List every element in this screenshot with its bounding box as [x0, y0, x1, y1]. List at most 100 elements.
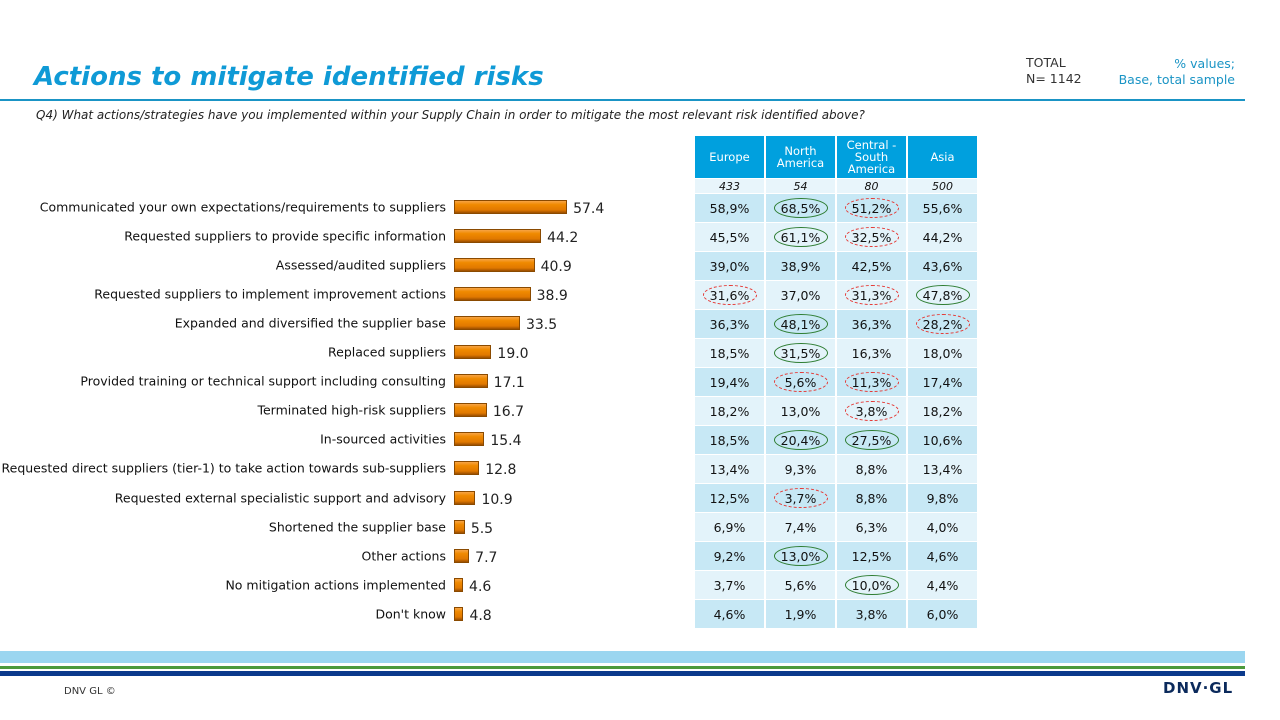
total-label: TOTAL: [1026, 55, 1066, 70]
significantly-higher-ellipse: [773, 546, 828, 566]
category-label: Communicated your own expectations/requi…: [39, 199, 446, 215]
data-label: 4.6: [469, 578, 492, 595]
cell-value: 13,4%: [922, 461, 963, 477]
table-row: 13,4% 9,3% 8,8% 13,4%: [695, 455, 977, 483]
table-cell: 42,5%: [837, 252, 906, 280]
cell-value: 18,0%: [922, 345, 963, 361]
table-cell: 6,9%: [695, 513, 764, 541]
table-cell: 9,2%: [695, 542, 764, 570]
bar: [454, 403, 487, 418]
data-label: 33.5: [525, 317, 558, 334]
category-label: Provided training or technical support i…: [80, 373, 446, 389]
table-row: 19,4% 5,6% 11,3% 17,4%: [695, 368, 977, 396]
base-n: 54: [766, 179, 835, 193]
table-row: 18,2% 13,0% 3,8% 18,2%: [695, 397, 977, 425]
category-label: Replaced suppliers: [328, 344, 446, 360]
cell-value: 8,8%: [855, 461, 888, 477]
cell-value: 6,0%: [926, 606, 959, 622]
table-row: 6,9% 7,4% 6,3% 4,0%: [695, 513, 977, 541]
cell-value: 37,0%: [780, 287, 821, 303]
table-cell: 45,5%: [695, 223, 764, 251]
cell-value: 8,8%: [855, 490, 888, 506]
cell-value: 58,9%: [709, 200, 750, 216]
data-label: 17.1: [493, 375, 525, 392]
cell-value: 19,4%: [709, 374, 750, 390]
category-label: Terminated high-risk suppliers: [257, 402, 446, 418]
data-label: 44.2: [547, 230, 579, 247]
base-n: 433: [695, 179, 764, 193]
cell-value: 12,5%: [709, 490, 750, 506]
footer-band-light: [0, 651, 1245, 663]
total-n: N= 1142: [1026, 71, 1082, 86]
table-cell: 4,0%: [908, 513, 977, 541]
table-cell: 4,6%: [695, 600, 764, 628]
significantly-higher-ellipse: [773, 343, 828, 363]
cell-value: 18,2%: [922, 403, 963, 419]
table-cell: 8,8%: [837, 484, 906, 512]
column-header: Asia: [908, 136, 977, 178]
table-cell: 32,5%: [837, 223, 906, 251]
data-label: 57.4: [573, 201, 605, 217]
cell-value: 5,6%: [784, 577, 817, 593]
table-cell: 61,1%: [766, 223, 835, 251]
table-cell: 9,3%: [766, 455, 835, 483]
page-title: Actions to mitigate identified risks: [34, 62, 544, 92]
bar: [454, 519, 465, 534]
cell-value: 7,4%: [784, 519, 817, 535]
significantly-higher-ellipse: [915, 285, 970, 305]
table-cell: 18,5%: [695, 339, 764, 367]
table-cell: 44,2%: [908, 223, 977, 251]
table-cell: 7,4%: [766, 513, 835, 541]
table-cell: 9,8%: [908, 484, 977, 512]
significantly-lower-ellipse: [773, 372, 828, 392]
table-row: 12,5% 3,7% 8,8% 9,8%: [695, 484, 977, 512]
significantly-lower-ellipse: [915, 314, 970, 334]
table-row: 4,6% 1,9% 3,8% 6,0%: [695, 600, 977, 628]
significantly-lower-ellipse: [844, 372, 899, 392]
bar: [454, 287, 531, 302]
cell-value: 9,8%: [926, 490, 959, 506]
bar: [454, 374, 488, 389]
bar: [454, 316, 520, 331]
cell-value: 4,6%: [713, 606, 746, 622]
table-cell: 1,9%: [766, 600, 835, 628]
table-row: 36,3% 48,1% 36,3% 28,2%: [695, 310, 977, 338]
table-row: 45,5% 61,1% 32,5% 44,2%: [695, 223, 977, 251]
table-cell: 5,6%: [766, 368, 835, 396]
table-cell: 6,0%: [908, 600, 977, 628]
data-label: 40.9: [540, 259, 572, 276]
table-row: 18,5% 31,5% 16,3% 18,0%: [695, 339, 977, 367]
table-cell: 16,3%: [837, 339, 906, 367]
bar: [454, 345, 492, 360]
copyright: DNV GL ©: [64, 686, 116, 697]
significantly-higher-ellipse: [773, 198, 828, 218]
table-cell: 58,9%: [695, 194, 764, 222]
category-label: Other actions: [361, 548, 446, 564]
data-label: 4.8: [469, 607, 492, 624]
category-label: No mitigation actions implemented: [225, 577, 446, 593]
cell-value: 4,6%: [926, 548, 959, 564]
cell-value: 55,6%: [922, 200, 963, 216]
table-cell: 18,5%: [695, 426, 764, 454]
table-cell: 5,6%: [766, 571, 835, 599]
data-label: 12.8: [485, 462, 517, 479]
table-cell: 17,4%: [908, 368, 977, 396]
cell-value: 17,4%: [922, 374, 963, 390]
significantly-higher-ellipse: [773, 314, 828, 334]
table-row: 3,7% 5,6% 10,0% 4,4%: [695, 571, 977, 599]
cell-value: 9,3%: [784, 461, 817, 477]
bar: [454, 490, 476, 505]
bar: [454, 200, 568, 214]
table-cell: 18,2%: [695, 397, 764, 425]
category-label: Assessed/audited suppliers: [275, 257, 446, 273]
table-cell: 31,6%: [695, 281, 764, 309]
table-cell: 3,8%: [837, 600, 906, 628]
table-cell: 13,0%: [766, 397, 835, 425]
table-cell: 13,4%: [695, 455, 764, 483]
cell-value: 43,6%: [922, 258, 963, 274]
base-note: % values; Base, total sample: [1119, 56, 1235, 88]
table-cell: 10,0%: [837, 571, 906, 599]
cell-value: 9,2%: [713, 548, 746, 564]
cell-value: 18,2%: [709, 403, 750, 419]
significantly-higher-ellipse: [773, 227, 828, 247]
